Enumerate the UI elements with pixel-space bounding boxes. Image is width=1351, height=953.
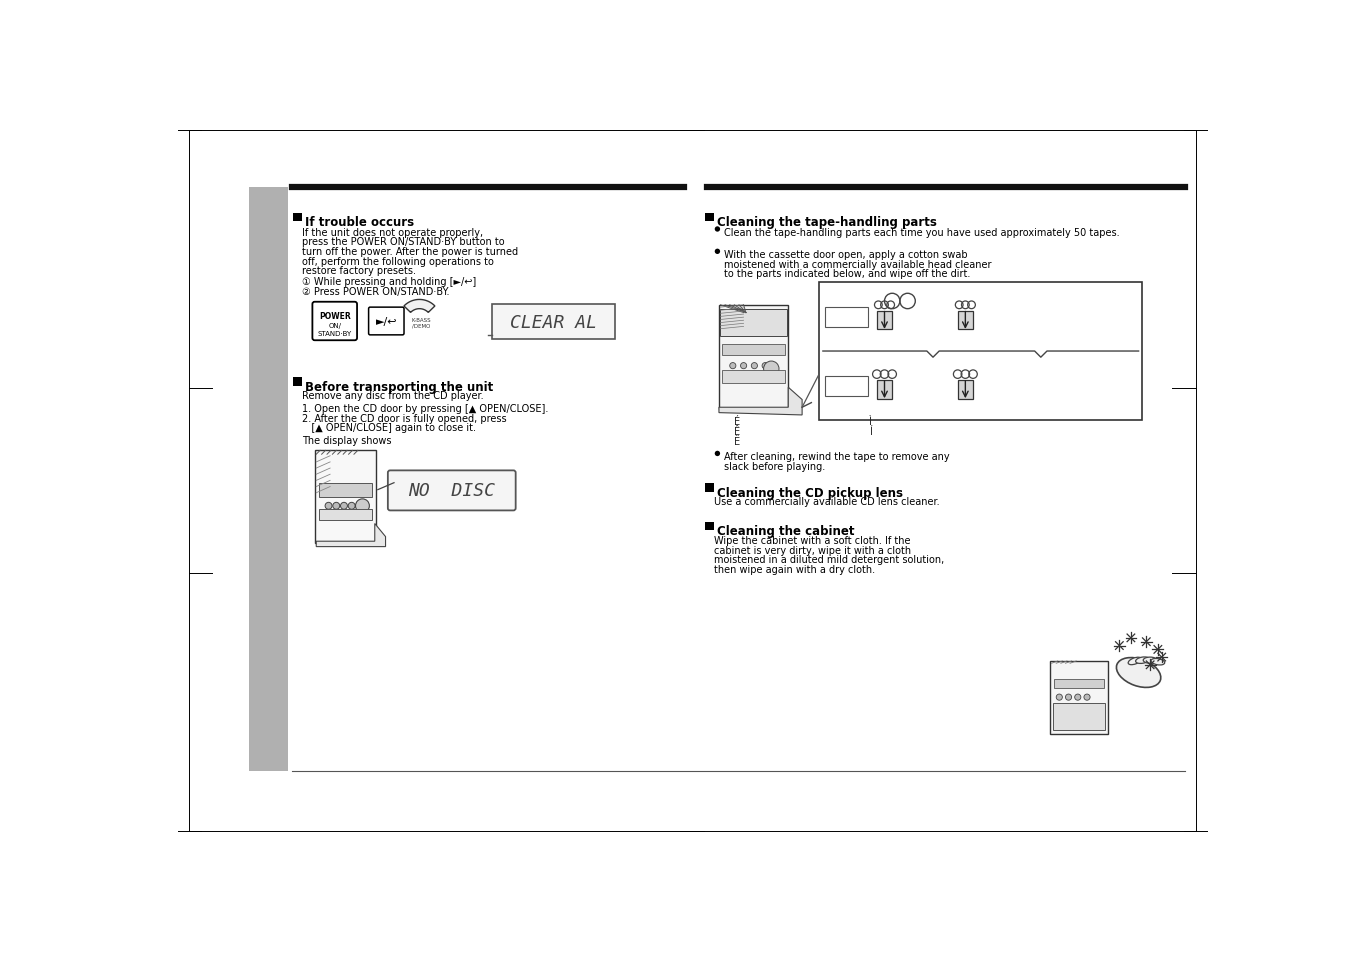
Bar xyxy=(293,213,301,222)
Text: 1. Open the CD door by pressing [▲ OPEN/CLOSE].: 1. Open the CD door by pressing [▲ OPEN/… xyxy=(303,403,549,414)
Text: Cleaning the tape-handling parts: Cleaning the tape-handling parts xyxy=(717,216,938,229)
Circle shape xyxy=(1066,695,1071,700)
Text: 2. After the CD door is fully opened, press: 2. After the CD door is fully opened, pr… xyxy=(303,414,507,423)
Text: slack before playing.: slack before playing. xyxy=(724,461,825,471)
Circle shape xyxy=(340,503,347,510)
Bar xyxy=(1050,661,1108,735)
Text: to the parts indicated below, and wipe off the dirt.: to the parts indicated below, and wipe o… xyxy=(724,269,971,279)
Text: K·BASS
/DEMO: K·BASS /DEMO xyxy=(411,317,431,329)
Circle shape xyxy=(715,227,720,233)
FancyBboxPatch shape xyxy=(388,471,516,511)
Bar xyxy=(705,484,713,493)
Circle shape xyxy=(1074,695,1081,700)
Text: Cleaning the cabinet: Cleaning the cabinet xyxy=(717,525,855,537)
Text: Ê: Ê xyxy=(735,427,740,436)
Text: moistened with a commercially available head cleaner: moistened with a commercially available … xyxy=(724,259,992,270)
Circle shape xyxy=(349,503,355,510)
Text: restore factory presets.: restore factory presets. xyxy=(303,266,416,275)
Text: The display shows: The display shows xyxy=(303,436,392,445)
Ellipse shape xyxy=(1143,658,1156,663)
Circle shape xyxy=(763,361,780,377)
Text: After cleaning, rewind the tape to remove any: After cleaning, rewind the tape to remov… xyxy=(724,452,950,461)
Text: Ë: Ë xyxy=(735,436,740,447)
Circle shape xyxy=(730,363,736,370)
Text: If trouble occurs: If trouble occurs xyxy=(305,216,415,229)
Bar xyxy=(819,282,1143,421)
Text: Before transporting the unit: Before transporting the unit xyxy=(305,380,493,393)
Text: With the cassette door open, apply a cotton swab: With the cassette door open, apply a cot… xyxy=(724,250,967,260)
Bar xyxy=(721,371,785,383)
Text: Clean the tape-handling parts each time you have used approximately 50 tapes.: Clean the tape-handling parts each time … xyxy=(724,228,1120,237)
Text: moistened in a diluted mild detergent solution,: moistened in a diluted mild detergent so… xyxy=(715,555,944,565)
Text: off, perform the following operations to: off, perform the following operations to xyxy=(303,256,494,266)
Circle shape xyxy=(715,452,720,456)
Text: press the POWER ON/STAND·BY button to: press the POWER ON/STAND·BY button to xyxy=(303,237,505,247)
Text: ►/↩: ►/↩ xyxy=(376,316,397,327)
Text: STAND·BY: STAND·BY xyxy=(317,330,351,336)
Ellipse shape xyxy=(1128,658,1142,665)
Bar xyxy=(293,377,301,386)
Circle shape xyxy=(762,363,769,370)
FancyBboxPatch shape xyxy=(369,308,404,335)
Text: Ì: Ì xyxy=(869,416,871,427)
Bar xyxy=(315,451,377,543)
Bar xyxy=(825,308,867,328)
Bar xyxy=(319,483,373,497)
Text: turn off the power. After the power is turned: turn off the power. After the power is t… xyxy=(303,247,519,256)
Polygon shape xyxy=(316,524,385,547)
Text: If the unit does not operate properly,: If the unit does not operate properly, xyxy=(303,228,484,237)
Bar xyxy=(721,345,785,355)
FancyBboxPatch shape xyxy=(312,302,357,341)
Circle shape xyxy=(332,503,339,510)
Bar xyxy=(705,213,713,222)
Ellipse shape xyxy=(1151,659,1165,665)
Polygon shape xyxy=(719,388,802,416)
Bar xyxy=(1054,679,1104,688)
Text: ② Press POWER ON/STAND·BY.: ② Press POWER ON/STAND·BY. xyxy=(303,287,450,296)
Bar xyxy=(958,381,973,399)
Text: Í: Í xyxy=(869,427,871,436)
Text: É: É xyxy=(735,416,740,427)
Text: ON/: ON/ xyxy=(328,322,342,329)
Text: then wipe again with a dry cloth.: then wipe again with a dry cloth. xyxy=(715,564,875,575)
Circle shape xyxy=(1056,695,1062,700)
Ellipse shape xyxy=(1136,658,1150,663)
Circle shape xyxy=(326,503,332,510)
Circle shape xyxy=(715,250,720,254)
Bar xyxy=(720,310,786,336)
Bar xyxy=(492,305,615,340)
Bar xyxy=(1054,703,1105,731)
Polygon shape xyxy=(404,300,435,314)
Bar xyxy=(877,312,892,330)
Circle shape xyxy=(751,363,758,370)
Text: Wipe the cabinet with a soft cloth. If the: Wipe the cabinet with a soft cloth. If t… xyxy=(715,536,911,545)
Text: CLEAR AL: CLEAR AL xyxy=(509,314,597,332)
Text: Use a commercially available CD lens cleaner.: Use a commercially available CD lens cle… xyxy=(715,497,940,506)
Circle shape xyxy=(1084,695,1090,700)
Ellipse shape xyxy=(1116,658,1161,688)
Bar xyxy=(705,522,713,531)
Bar xyxy=(319,509,373,520)
Bar xyxy=(877,381,892,399)
Circle shape xyxy=(355,499,369,513)
Text: ① While pressing and holding [►/↩]: ① While pressing and holding [►/↩] xyxy=(303,277,477,287)
Circle shape xyxy=(740,363,747,370)
Text: cabinet is very dirty, wipe it with a cloth: cabinet is very dirty, wipe it with a cl… xyxy=(715,545,912,555)
Text: POWER: POWER xyxy=(319,312,351,321)
Text: [▲ OPEN/CLOSE] again to close it.: [▲ OPEN/CLOSE] again to close it. xyxy=(303,423,477,433)
Text: Remove any disc from the CD player.: Remove any disc from the CD player. xyxy=(303,391,484,401)
Bar xyxy=(825,377,867,397)
Bar xyxy=(958,312,973,330)
Bar xyxy=(249,188,288,771)
Text: NO  DISC: NO DISC xyxy=(408,482,496,500)
Bar xyxy=(719,306,788,410)
Text: Cleaning the CD pickup lens: Cleaning the CD pickup lens xyxy=(717,486,904,499)
